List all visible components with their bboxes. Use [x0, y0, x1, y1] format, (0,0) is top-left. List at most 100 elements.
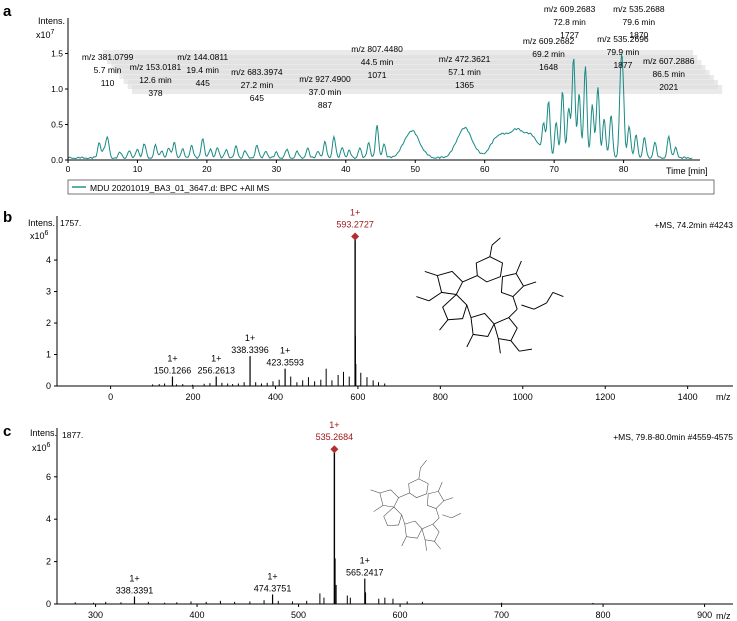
peak-annotation-mz: m/z 535.2688	[613, 4, 665, 14]
panel-a-annotation-box	[427, 65, 553, 74]
panel-a-peak-annotation: m/z 609.2682 69.2 min 1648	[523, 36, 575, 72]
panel-a-annotation-box	[561, 75, 714, 84]
panel-b-xtick-label: 200	[186, 392, 201, 402]
panel-a-annotation-box	[106, 55, 420, 64]
panel-c-ytick-label: 2	[46, 557, 51, 567]
panel-b-labeled-peak: 1+ 150.1266	[154, 354, 191, 386]
panel-a-peak-annotation: m/z 472.3621 57.1 min 1365	[439, 54, 491, 90]
panel-a-annotation-box	[119, 70, 432, 79]
panel-b-xtick-label: 1200	[595, 392, 615, 402]
panel-b-xtick-label: 1400	[678, 392, 698, 402]
panel-a-annotation-box	[556, 70, 710, 79]
panel-a-peak-annotation: m/z 381.0799 5.7 min 110	[82, 52, 134, 88]
panel-c-ytick-label: 6	[46, 472, 51, 482]
panel-a-xtick-label: 10	[133, 164, 143, 174]
panel-b-molecule-structure	[416, 237, 564, 354]
spectrum-peak-mz: 474.3751	[254, 583, 292, 593]
panel-a-xtick-label: 0	[66, 164, 71, 174]
panel-a-peak-annotation: m/z 927.4900 37.0 min 887	[299, 74, 351, 110]
peak-annotation-time: 44.5 min	[361, 57, 394, 67]
panel-b-letter: b	[3, 209, 12, 226]
panel-a-annotation-box	[548, 60, 702, 69]
spectrum-main-peak-charge: 1+	[329, 420, 339, 430]
panel-a-annotation-box	[123, 75, 437, 84]
panel-b-labeled-peak: 1+ 338.3396	[231, 333, 269, 386]
panel-a-annotations: m/z 381.0799 5.7 min 110 m/z 153.0181 12.6 m…	[82, 4, 695, 110]
panel-c-xtick-label: 800	[596, 610, 611, 620]
panel-c-molecule-structure	[370, 460, 462, 551]
panel-b-xtick-label: 400	[268, 392, 283, 402]
panel-b-xtick-label: 600	[350, 392, 365, 402]
panel-a-xtick-label: 50	[411, 164, 421, 174]
spectrum-peak-mz: 565.2417	[346, 568, 384, 578]
panel-b-labeled-peak: 1+ 256.2613	[197, 354, 235, 386]
peak-annotation-time: 69.2 min	[532, 49, 565, 59]
peak-annotation-mz: m/z 535.2696	[597, 34, 649, 44]
panel-a-xtick-label: 70	[549, 164, 559, 174]
peak-annotation-id: 1877	[613, 60, 632, 70]
spectrum-peak-charge: 1+	[167, 354, 177, 364]
panel-a-annotation-box	[552, 65, 706, 74]
panel-a-peak-annotation: m/z 607.2886 86.5 min 2021	[643, 56, 695, 92]
panel-b-xlabel: m/z	[716, 392, 731, 402]
spectrum-peak-charge: 1+	[267, 571, 277, 581]
peak-annotation-mz: m/z 381.0799	[82, 52, 134, 62]
peak-annotation-id: 1648	[539, 62, 558, 72]
peak-annotation-mz: m/z 683.3974	[231, 67, 283, 77]
peak-annotation-id: 645	[250, 93, 264, 103]
panel-b-ytick-label: 2	[46, 318, 51, 328]
panel-c-main-peak: 1+ 535.2684	[316, 420, 354, 604]
panel-a-annotation-box	[102, 50, 416, 59]
peak-annotation-time: 12.6 min	[139, 75, 172, 85]
panel-b: b Intens. x106 1757. +MS, 74.2min #4243 …	[3, 207, 733, 402]
spectrum-peak-mz: 338.3396	[231, 345, 269, 355]
spectrum-peak-mz: 423.3593	[266, 358, 304, 368]
panel-a-xtick-label: 40	[341, 164, 351, 174]
panel-c-y-ticks: 0 2 4 6	[46, 472, 57, 609]
panel-b-labeled-peak: 1+ 423.3593	[266, 346, 304, 386]
panel-b-ylabel: Intens.	[28, 218, 55, 228]
panel-c-xtick-label: 700	[494, 610, 509, 620]
panel-a-annotation-box	[115, 65, 428, 74]
panel-b-ytick-label: 0	[46, 381, 51, 391]
peak-annotation-id: 887	[318, 100, 332, 110]
spectrum-main-peak-marker	[351, 232, 360, 241]
panel-a-y-ticks: 0.0 0.5 1.0 1.5	[51, 49, 68, 165]
panel-a-ytick-label: 1.5	[51, 49, 63, 59]
panel-b-ylabel-exp: x106	[30, 230, 49, 241]
panel-a-legend-box	[67, 179, 715, 195]
panel-c-labeled-peak: 1+ 338.3391	[116, 574, 153, 604]
panel-a-xtick-label: 30	[272, 164, 282, 174]
peak-annotation-id: 1727	[560, 30, 579, 40]
panel-a-ylabel-exp: x107	[36, 29, 55, 40]
peak-annotation-time: 79.6 min	[623, 17, 656, 27]
panel-a-annotation-box	[111, 60, 424, 69]
panel-c-letter: c	[3, 423, 11, 440]
panel-c-minor-peaks	[74, 558, 594, 604]
panel-b-xtick-label: 0	[108, 392, 113, 402]
panel-c-xlabel: m/z	[716, 611, 731, 621]
panel-b-xtick-label: 800	[433, 392, 448, 402]
panel-a: a Intens. x107 0.0 0.5 1.0 1.5 0 10 20 30 40 50 6…	[3, 3, 723, 195]
peak-annotation-mz: m/z 609.2683	[544, 4, 596, 14]
peak-annotation-mz: m/z 607.2886	[643, 56, 695, 66]
peak-annotation-time: 5.7 min	[94, 65, 122, 75]
panel-a-ylabel: Intens.	[38, 16, 65, 26]
panel-c-x-ticks: 300 400 500 600 700 800 900	[88, 604, 712, 620]
panel-a-ytick-label: 0.5	[51, 120, 63, 130]
peak-annotation-id: 445	[196, 78, 210, 88]
spectrum-main-peak-mz: 535.2684	[316, 432, 354, 442]
spectrum-peak-charge: 1+	[280, 346, 290, 356]
peak-annotation-time: 27.2 min	[241, 80, 274, 90]
panel-c-labeled-peak: 1+ 565.2417	[346, 556, 384, 604]
peak-annotation-time: 19.4 min	[186, 65, 219, 75]
panel-a-letter: a	[3, 3, 12, 20]
peak-annotation-time: 79.9 min	[607, 47, 640, 57]
panel-a-annotation-box	[440, 80, 566, 89]
panel-a-x-ticks: 0 10 20 30 40 50 60 70 80	[66, 160, 629, 174]
panel-a-annotation-box	[431, 70, 557, 79]
peak-annotation-id: 1365	[455, 80, 474, 90]
panel-a-ytick-label: 1.0	[51, 84, 63, 94]
panel-c-xtick-label: 900	[697, 610, 712, 620]
panel-b-spectrum-id: 1757.	[60, 218, 81, 228]
